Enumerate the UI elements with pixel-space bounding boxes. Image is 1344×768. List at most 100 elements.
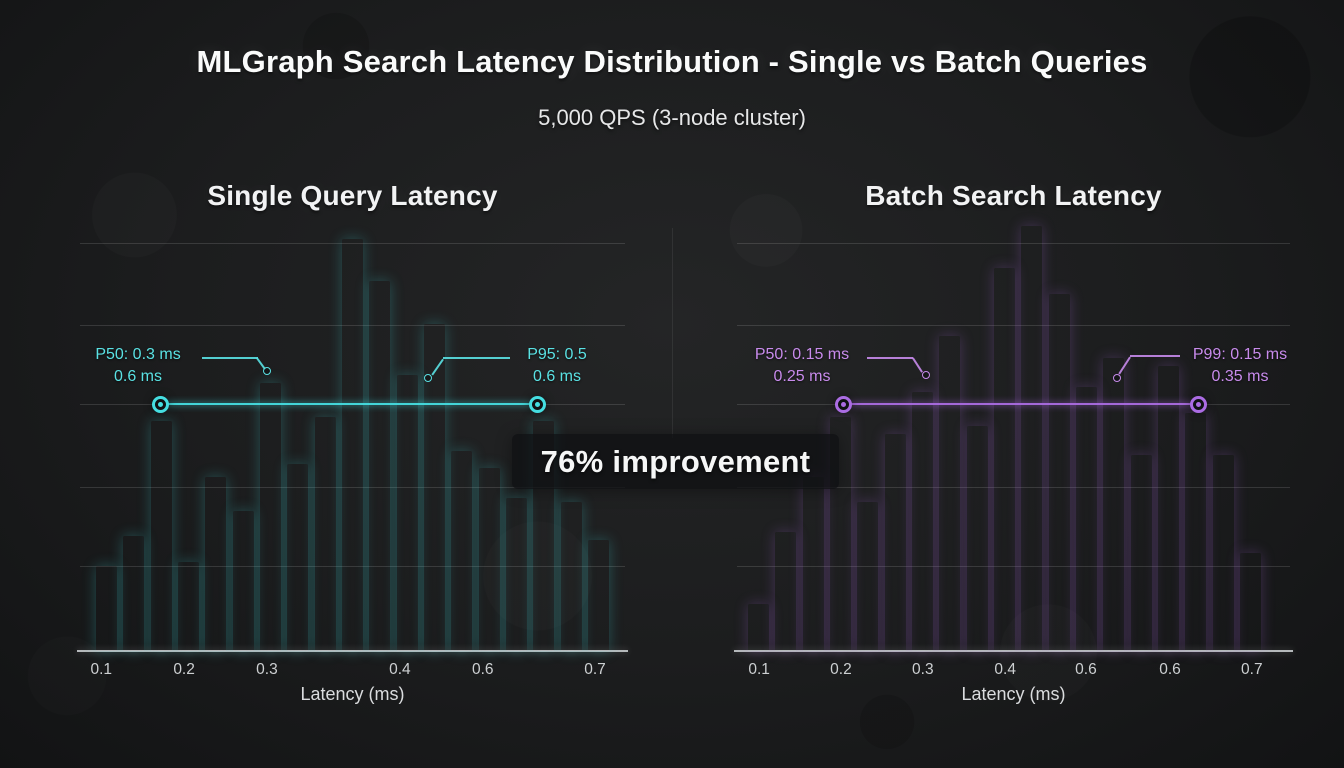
- histogram-bar: [151, 421, 172, 651]
- batch-search-plot-area: P50: 0.15 ms 0.25 ms P99: 0.15 ms 0.35 m…: [737, 226, 1290, 651]
- histogram-bar: [1240, 553, 1261, 651]
- histogram-bar: [857, 502, 878, 651]
- x-tick-label: 0.4: [994, 661, 1016, 678]
- histogram-bar: [1131, 455, 1152, 651]
- histogram-bar: [803, 477, 824, 651]
- x-tick-label: 0.6: [1159, 661, 1181, 678]
- x-tick-label: 0.6: [1075, 661, 1097, 678]
- percentile-marker: [528, 395, 546, 413]
- percentile-range-line: [160, 402, 538, 406]
- percentile-marker: [834, 395, 852, 413]
- histogram-bar: [775, 532, 796, 651]
- histogram-bar: [885, 434, 906, 651]
- x-tick-label: 0.4: [389, 661, 411, 678]
- histogram-bar: [939, 336, 960, 651]
- p50-callout-circle: [263, 367, 271, 375]
- percentile-marker-dot: [534, 401, 540, 407]
- histogram-bar: [315, 417, 336, 651]
- histogram-bar: [1213, 455, 1234, 651]
- p50-callout-line: [202, 357, 258, 359]
- p50-annotation-line2: 0.25 ms: [773, 368, 831, 385]
- single-query-plot-area: P50: 0.3 ms 0.6 ms P95: 0.5 0.6 ms: [80, 226, 625, 651]
- p50-callout-circle: [922, 371, 930, 379]
- histogram-bar: [1185, 413, 1206, 651]
- gridline: [737, 243, 1290, 244]
- gridline: [737, 325, 1290, 327]
- percentile-range-line: [843, 402, 1199, 406]
- x-tick-label: 0.3: [256, 661, 278, 678]
- p99-annotation-line2: 0.35 ms: [1211, 368, 1269, 385]
- histogram-bar: [994, 268, 1015, 651]
- batch-search-latency-chart: Batch Search Latency P50: 0.15 ms 0.25 m…: [734, 172, 1293, 732]
- p99-callout-line: [1130, 355, 1180, 357]
- gridline: [737, 486, 1290, 488]
- p50-annotation-line1: P50: 0.3 ms: [95, 346, 181, 363]
- histogram-bar: [748, 604, 769, 651]
- x-tick-label: 0.2: [173, 661, 195, 678]
- percentile-marker-dot: [1195, 401, 1201, 407]
- histogram-bar: [369, 281, 390, 651]
- histogram-bar: [96, 566, 117, 651]
- page-title: MLGraph Search Latency Distribution - Si…: [196, 44, 1148, 79]
- x-tick-label: 0.7: [584, 661, 606, 678]
- x-axis-label: Latency (ms): [961, 684, 1066, 704]
- histogram-bar: [205, 477, 226, 651]
- histogram-bar: [178, 562, 199, 651]
- p50-annotation-line2: 0.6 ms: [113, 368, 162, 385]
- x-axis-line: [77, 650, 628, 652]
- histogram-bar: [233, 511, 254, 651]
- p50-annotation: P50: 0.3 ms 0.6 ms: [88, 344, 188, 388]
- chart-title: Single Query Latency: [207, 180, 498, 211]
- gridline: [80, 566, 625, 567]
- chart-title: Batch Search Latency: [865, 180, 1162, 211]
- page-subtitle: 5,000 QPS (3-node cluster): [538, 105, 806, 130]
- x-tick-label: 0.6: [471, 661, 494, 678]
- histogram-bar: [397, 375, 418, 651]
- p95-annotation: P95: 0.5 0.6 ms: [518, 344, 596, 388]
- x-tick-label: 0.1: [90, 661, 113, 678]
- p50-annotation: P50: 0.15 ms 0.25 ms: [745, 344, 859, 388]
- improvement-badge-label: 76% improvement: [540, 443, 811, 479]
- histogram-bar: [1049, 294, 1070, 651]
- x-tick-label: 0.7: [1241, 661, 1263, 678]
- x-axis-line: [734, 650, 1293, 652]
- gridline: [80, 243, 625, 244]
- histogram-bar: [1021, 226, 1042, 651]
- single-query-latency-chart: Single Query Latency P50: 0.3 ms 0.6 ms …: [77, 172, 628, 732]
- histogram-bar: [506, 498, 527, 651]
- histogram-bar: [1103, 358, 1124, 651]
- histogram-bar: [967, 426, 988, 651]
- percentile-marker-dot: [157, 401, 163, 407]
- histogram-bar: [588, 540, 609, 651]
- percentile-marker-dot: [840, 401, 846, 407]
- histogram-bar: [479, 468, 500, 651]
- gridline: [80, 325, 625, 327]
- histogram-bar: [342, 239, 363, 651]
- p95-callout-circle: [424, 374, 432, 382]
- p95-annotation-line1: P95: 0.5: [527, 346, 587, 363]
- histogram-bar: [1158, 366, 1179, 651]
- percentile-marker: [151, 395, 169, 413]
- p95-annotation-line2: 0.6 ms: [532, 368, 581, 385]
- center-divider: [672, 228, 673, 438]
- p50-callout-line: [867, 357, 913, 359]
- percentile-marker: [1189, 395, 1207, 413]
- histogram-bar: [451, 451, 472, 651]
- histogram-bar: [912, 392, 933, 651]
- x-axis-label: Latency (ms): [300, 684, 405, 704]
- p50-annotation-line1: P50: 0.15 ms: [754, 346, 850, 363]
- p95-callout-line: [443, 357, 510, 359]
- x-tick-label: 0.3: [912, 661, 934, 678]
- p99-callout-circle: [1113, 374, 1121, 382]
- improvement-badge: 76% improvement: [512, 434, 839, 489]
- histogram-bar: [260, 383, 281, 651]
- p99-annotation: P99: 0.15 ms 0.35 ms: [1183, 344, 1297, 388]
- x-tick-label: 0.2: [830, 661, 852, 678]
- p99-annotation-line1: P99: 0.15 ms: [1192, 346, 1288, 363]
- histogram-bar: [561, 502, 582, 651]
- x-tick-label: 0.1: [748, 661, 770, 678]
- p50-callout-line: [912, 357, 923, 373]
- histogram-bar: [123, 536, 144, 651]
- gridline: [80, 486, 625, 488]
